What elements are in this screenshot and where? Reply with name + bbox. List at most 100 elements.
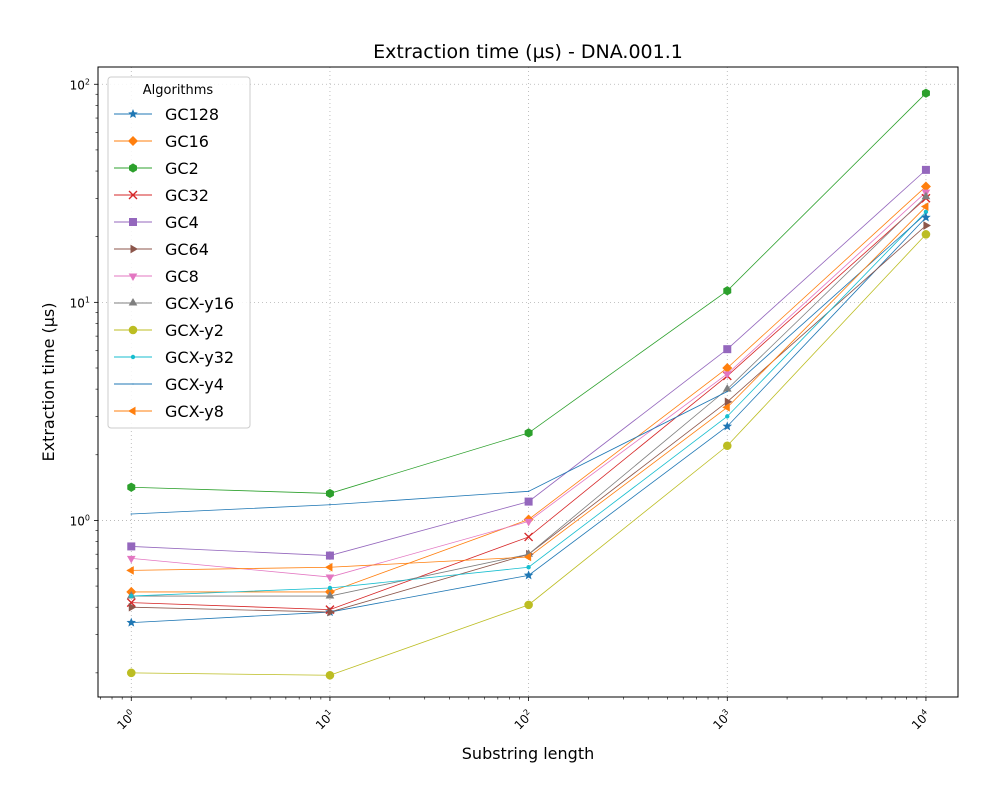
data-point-gc4 — [127, 542, 136, 551]
data-point-gc128 — [921, 212, 931, 222]
data-point-gcx-y8 — [722, 403, 730, 412]
legend-label: GCX-y2 — [165, 321, 224, 340]
legend-item-gcx-y4: GCX-y4 — [114, 375, 224, 394]
data-point-gc128 — [722, 421, 733, 431]
x-axis: 100 101 102 103 104 — [100, 697, 933, 732]
legend-item-gc2: GC2 — [114, 159, 199, 178]
data-point-gcx-y16 — [921, 191, 931, 200]
series-markers — [126, 88, 931, 680]
series-points-gc2 — [127, 88, 930, 499]
data-point-gc2 — [524, 428, 533, 438]
legend-marker-gc32 — [128, 190, 138, 200]
legend-label: GCX-y8 — [165, 402, 224, 421]
legend-item-gcx-y32: GCX-y32 — [114, 348, 234, 367]
legend-marker-gcx-y8 — [128, 406, 136, 416]
legend-label: GC64 — [165, 240, 209, 259]
y-tick-label: 101 — [70, 295, 90, 310]
data-point-gcx-y8 — [920, 202, 929, 211]
data-point-gcx-y4 — [130, 513, 132, 515]
data-point-gcx-y2 — [126, 668, 136, 678]
x-tick-label: 104 — [908, 707, 933, 732]
data-point-gcx-y2 — [325, 670, 335, 680]
data-point-gcx-y32 — [923, 209, 929, 215]
legend-label: GC8 — [165, 267, 199, 286]
legend-marker-gc8 — [128, 273, 138, 281]
legend-marker-gc16 — [128, 136, 138, 146]
data-point-gcx-y2 — [921, 230, 931, 239]
data-point-gcx-y16 — [722, 384, 732, 392]
data-point-gc4 — [921, 165, 930, 174]
data-point-gc8 — [722, 371, 732, 379]
y-axis-label: Extraction time (µs) — [39, 303, 58, 462]
legend-marker-gc2 — [129, 163, 137, 173]
legend-item-gc8: GC8 — [114, 267, 199, 286]
legend-box — [107, 76, 251, 429]
legend-item-gc64: GC64 — [114, 240, 209, 259]
data-point-gc64 — [327, 607, 335, 617]
y-tick-label: 102 — [70, 77, 90, 92]
data-point-gc64 — [923, 221, 931, 230]
legend-item-gc16: GC16 — [114, 132, 209, 151]
legend-item-gc128: GC128 — [114, 105, 219, 124]
series-points-gcx-y32 — [129, 209, 929, 599]
legend-item-gcx-y8: GCX-y8 — [114, 402, 224, 421]
legend-marker-gc4 — [129, 218, 137, 226]
data-point-gc2 — [127, 482, 136, 492]
x-axis-label: Substring length — [462, 744, 594, 763]
legend-marker-gcx-y4 — [132, 383, 134, 385]
legend-label: GCX-y32 — [165, 348, 234, 367]
legend: Algorithms GC128 GC16 GC2 GC32 GC4 GC64 GC8 GCX… — [107, 76, 251, 429]
x-tick-label: 101 — [312, 707, 337, 732]
legend-label: GC16 — [165, 132, 209, 151]
legend-label: GCX-y16 — [165, 294, 234, 313]
data-point-gcx-y32 — [526, 565, 531, 570]
data-point-gcx-y16 — [325, 591, 335, 599]
data-point-gc4 — [325, 551, 334, 560]
data-point-gc128 — [523, 570, 534, 580]
data-point-gcx-y4 — [329, 504, 331, 506]
data-point-gcx-y2 — [524, 600, 533, 610]
data-point-gc32 — [126, 598, 136, 608]
chart-title: Extraction time (µs) - DNA.001.1 — [373, 41, 683, 63]
data-point-gcx-y2 — [722, 441, 732, 451]
data-point-gcx-y4 — [925, 213, 927, 215]
legend-marker-gc128 — [128, 109, 138, 119]
data-point-gc128 — [126, 617, 137, 627]
data-point-gc4 — [723, 345, 732, 354]
legend-item-gc4: GC4 — [114, 213, 199, 232]
x-tick-label: 103 — [710, 707, 735, 732]
data-point-gc8 — [325, 574, 335, 583]
data-point-gcx-y32 — [725, 414, 730, 419]
series-points-gcx-y4 — [130, 213, 927, 515]
legend-label: GC4 — [165, 213, 199, 232]
legend-label: GCX-y4 — [165, 375, 224, 394]
legend-label: GC32 — [165, 186, 209, 205]
legend-title: Algorithms — [143, 83, 214, 98]
data-point-gc64 — [724, 397, 733, 407]
legend-marker-gcx-y16 — [128, 298, 138, 306]
data-point-gc16 — [722, 362, 733, 373]
data-point-gc2 — [723, 286, 732, 296]
data-point-gc16 — [920, 181, 931, 192]
data-point-gc2 — [921, 88, 930, 98]
data-point-gcx-y8 — [523, 552, 532, 562]
legend-item-gcx-y2: GCX-y2 — [114, 321, 224, 340]
x-tick-label: 100 — [114, 707, 139, 732]
data-point-gcx-y8 — [126, 566, 134, 575]
series-points-gcx-y8 — [126, 202, 929, 575]
data-point-gc8 — [126, 555, 136, 564]
legend-marker-gcx-y2 — [128, 325, 138, 335]
legend-label: GC128 — [165, 105, 219, 124]
data-point-gcx-y4 — [726, 390, 728, 393]
data-point-gc32 — [524, 532, 534, 542]
data-point-gc2 — [325, 488, 334, 499]
legend-marker-gcx-y32 — [130, 354, 136, 360]
data-point-gc8 — [524, 518, 533, 527]
y-tick-label: 100 — [70, 513, 90, 528]
legend-item-gc32: GC32 — [114, 186, 209, 205]
y-axis: 100 101 102 — [70, 77, 98, 674]
data-point-gcx-y32 — [327, 585, 333, 591]
x-tick-label: 102 — [511, 707, 536, 732]
data-point-gc4 — [524, 497, 533, 506]
